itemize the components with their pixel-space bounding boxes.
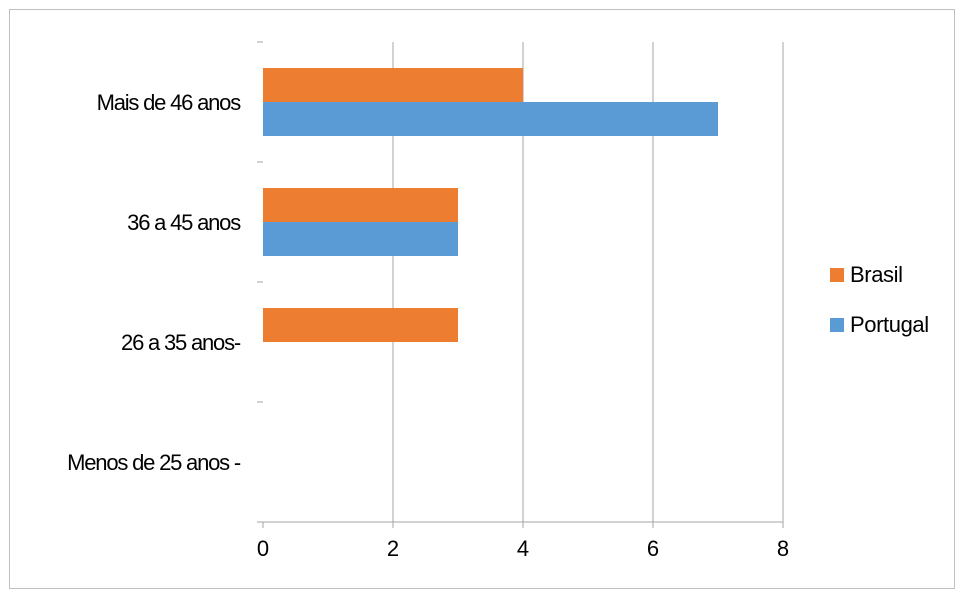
x-tick-label-0: 0 [257,536,269,561]
y-category-label-26-a-35-anos: 26 a 35 anos- [121,330,241,355]
bar-portugal-36-a-45-anos [263,222,458,256]
bar-brasil-36-a-45-anos [263,188,458,222]
x-tick-label-8: 8 [777,536,789,561]
legend-label-brasil: Brasil [850,262,903,287]
x-tick-label-4: 4 [517,536,529,561]
y-category-label-36-a-45-anos: 36 a 45 anos [127,210,241,235]
bar-brasil-26-a-35-anos [263,308,458,342]
labels: 0 2 4 6 8 Mais de 46 anos 36 a 45 anos 26 a 35 … [67,90,789,561]
axes [257,41,784,528]
legend-swatch-portugal [830,318,844,332]
y-category-label-menos-de-25-anos: Menos de 25 anos - [67,450,241,475]
y-category-label-mais-de-46-anos: Mais de 46 anos [97,90,242,115]
legend-swatch-brasil [830,268,844,282]
legend: Brasil Portugal [830,262,929,337]
x-tick-label-2: 2 [387,536,399,561]
bar-brasil-mais-de-46-anos [263,68,523,102]
bars [263,68,718,342]
legend-label-portugal: Portugal [850,312,929,337]
x-tick-label-6: 6 [647,536,659,561]
bar-portugal-mais-de-46-anos [263,102,718,136]
